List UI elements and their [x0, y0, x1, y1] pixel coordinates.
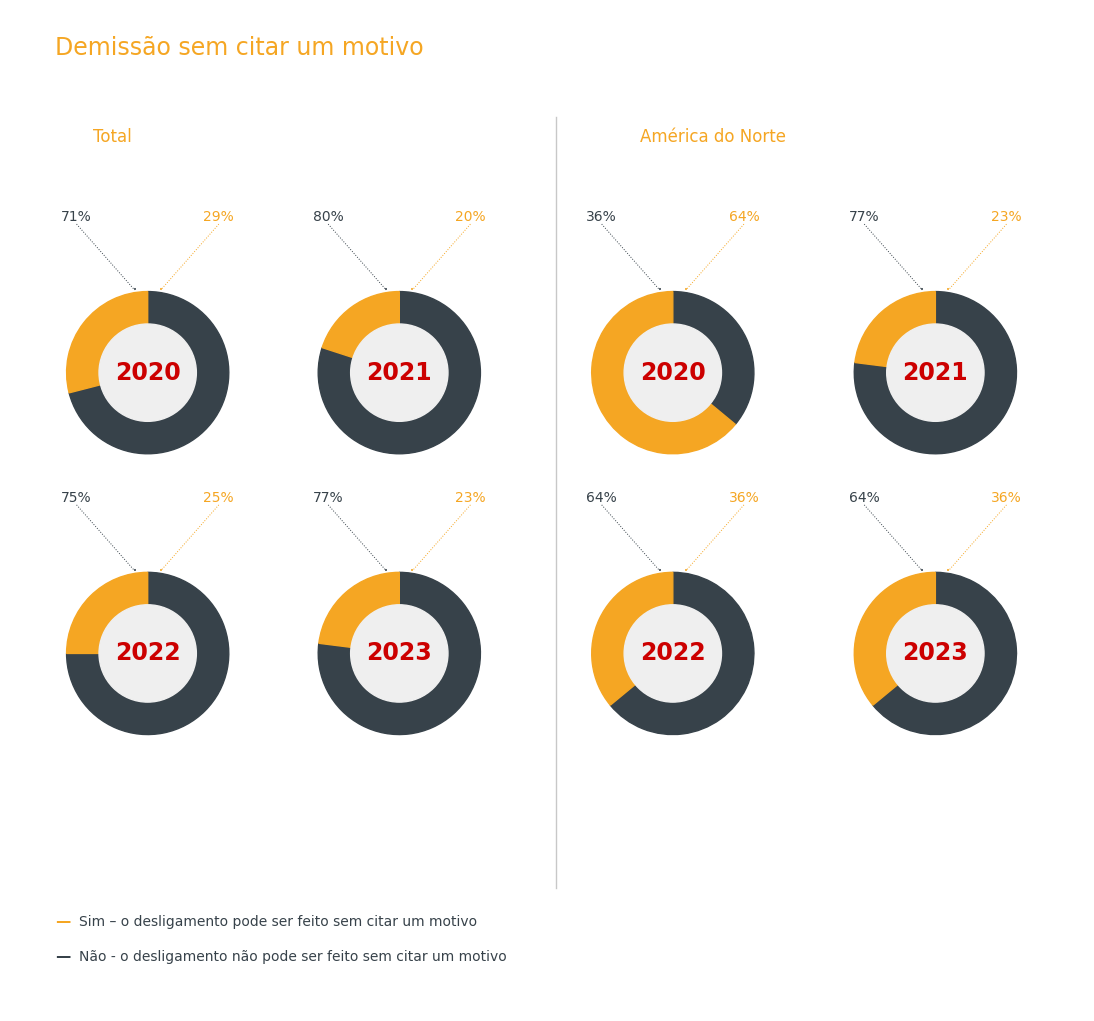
Text: América do Norte: América do Norte — [640, 128, 785, 146]
Text: 2020: 2020 — [640, 360, 706, 385]
Text: 77%: 77% — [313, 491, 344, 505]
Text: •: • — [410, 287, 415, 293]
Wedge shape — [67, 573, 148, 653]
Wedge shape — [67, 573, 229, 734]
Text: 71%: 71% — [61, 210, 92, 225]
Text: 80%: 80% — [313, 210, 344, 225]
Text: Demissão sem citar um motivo: Demissão sem citar um motivo — [55, 36, 423, 60]
Wedge shape — [592, 292, 735, 453]
Text: 20%: 20% — [455, 210, 486, 225]
Text: 36%: 36% — [991, 491, 1022, 505]
Text: •: • — [657, 287, 662, 293]
Text: •: • — [684, 287, 688, 293]
Wedge shape — [854, 573, 935, 706]
Text: •: • — [159, 568, 163, 574]
Text: •: • — [657, 568, 662, 574]
Text: 36%: 36% — [729, 491, 759, 505]
Text: •: • — [684, 568, 688, 574]
Text: •: • — [159, 287, 163, 293]
Wedge shape — [318, 573, 480, 734]
Text: •: • — [132, 568, 137, 574]
Text: —: — — [55, 915, 70, 929]
Text: 2023: 2023 — [903, 641, 968, 666]
Text: •: • — [946, 568, 951, 574]
Circle shape — [351, 604, 447, 702]
Text: 64%: 64% — [729, 210, 759, 225]
Text: 2021: 2021 — [366, 360, 432, 385]
Wedge shape — [592, 573, 673, 706]
Circle shape — [100, 604, 196, 702]
Text: 29%: 29% — [203, 210, 234, 225]
Text: •: • — [132, 287, 137, 293]
Text: 2021: 2021 — [903, 360, 968, 385]
Text: 23%: 23% — [455, 491, 486, 505]
Text: 23%: 23% — [991, 210, 1022, 225]
Text: •: • — [384, 287, 388, 293]
Text: Total: Total — [93, 128, 131, 146]
Text: 77%: 77% — [849, 210, 880, 225]
Text: 64%: 64% — [849, 491, 880, 505]
Wedge shape — [322, 292, 399, 357]
Text: •: • — [410, 568, 415, 574]
Wedge shape — [610, 573, 754, 734]
Text: 2023: 2023 — [366, 641, 432, 666]
Text: 2022: 2022 — [640, 641, 706, 666]
Circle shape — [351, 324, 447, 422]
Text: •: • — [384, 568, 388, 574]
Text: 36%: 36% — [586, 210, 617, 225]
Text: •: • — [920, 287, 924, 293]
Circle shape — [625, 324, 721, 422]
Wedge shape — [69, 292, 229, 453]
Wedge shape — [854, 292, 935, 367]
Text: —: — — [55, 950, 70, 964]
Text: 2022: 2022 — [115, 641, 181, 666]
Text: Não - o desligamento não pode ser feito sem citar um motivo: Não - o desligamento não pode ser feito … — [79, 950, 507, 964]
Circle shape — [100, 324, 196, 422]
Text: •: • — [920, 568, 924, 574]
Circle shape — [887, 604, 984, 702]
Text: 75%: 75% — [61, 491, 92, 505]
Circle shape — [625, 604, 721, 702]
Wedge shape — [318, 292, 480, 453]
Text: Sim – o desligamento pode ser feito sem citar um motivo: Sim – o desligamento pode ser feito sem … — [79, 915, 477, 929]
Wedge shape — [873, 573, 1016, 734]
Text: 64%: 64% — [586, 491, 617, 505]
Text: 2020: 2020 — [115, 360, 181, 385]
Wedge shape — [854, 292, 1016, 453]
Circle shape — [887, 324, 984, 422]
Text: 25%: 25% — [203, 491, 234, 505]
Wedge shape — [673, 292, 754, 425]
Wedge shape — [67, 292, 148, 393]
Text: •: • — [946, 287, 951, 293]
Wedge shape — [318, 573, 399, 647]
